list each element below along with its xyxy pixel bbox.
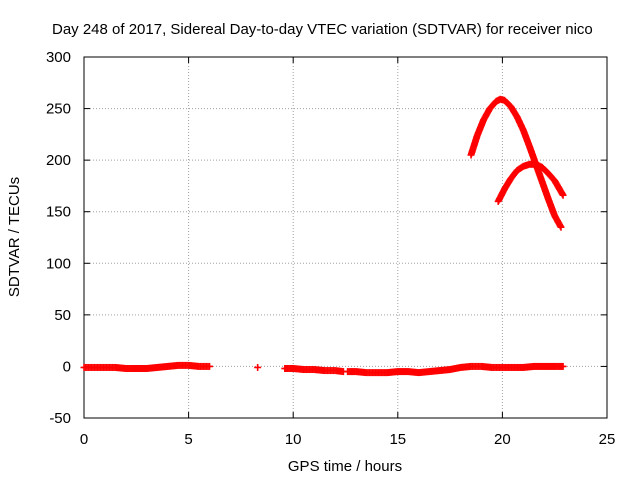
chart-title: Day 248 of 2017, Sidereal Day-to-day VTE… xyxy=(52,21,593,38)
y-tick-label: 250 xyxy=(46,101,71,118)
y-tick-label: 50 xyxy=(54,307,71,324)
x-tick-label: 15 xyxy=(389,431,406,448)
data-points xyxy=(80,95,567,377)
x-tick-label: 25 xyxy=(599,431,616,448)
x-tick-label: 10 xyxy=(285,431,302,448)
series-arc-midday xyxy=(281,364,347,376)
axis-ticks: 0 5 10 15 20 25 -50 0 50 100 150 200 250 300 xyxy=(46,49,615,448)
series-isolated-point xyxy=(254,363,262,371)
x-tick-label: 20 xyxy=(494,431,511,448)
y-tick-label: -50 xyxy=(49,410,71,427)
plot-frame xyxy=(83,56,608,419)
series-arc-afternoon xyxy=(344,362,567,377)
y-tick-label: 300 xyxy=(46,49,71,66)
y-tick-label: 100 xyxy=(46,255,71,272)
x-tick-label: 5 xyxy=(184,431,192,448)
series-arc-evening-high xyxy=(467,95,565,231)
x-axis-label: GPS time / hours xyxy=(288,458,402,475)
y-tick-label: 150 xyxy=(46,204,71,221)
series-arc-evening-low xyxy=(494,160,567,205)
y-axis-label: SDTVAR / TECUs xyxy=(6,177,23,297)
series-arc-early-morning xyxy=(80,361,214,372)
y-tick-label: 0 xyxy=(63,358,71,375)
y-tick-label: 200 xyxy=(46,152,71,169)
x-tick-label: 0 xyxy=(80,431,88,448)
